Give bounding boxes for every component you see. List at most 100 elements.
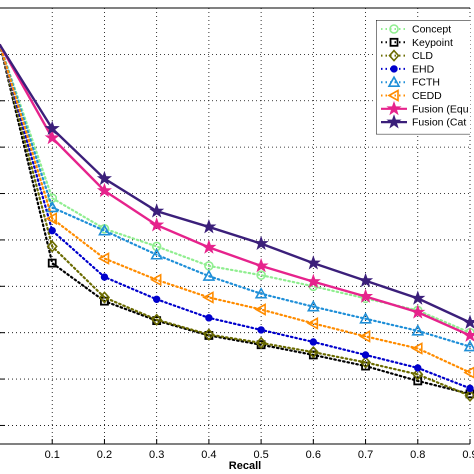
legend-marker (387, 75, 401, 87)
legend-label: Fusion (Equ (412, 103, 469, 115)
series-ehd (0, 44, 474, 393)
data-point (358, 330, 371, 343)
x-tick-label: 0.5 (253, 449, 268, 461)
data-point (463, 366, 474, 379)
data-point (253, 257, 269, 273)
x-axis-label: Recall (229, 460, 261, 472)
series-line (0, 44, 472, 374)
data-point (97, 252, 110, 265)
data-point (47, 258, 57, 268)
data-point (411, 342, 423, 355)
data-point (358, 272, 374, 288)
data-point (48, 226, 56, 235)
legend-marker (388, 49, 400, 62)
data-point (96, 182, 112, 198)
legend-marker (386, 100, 402, 116)
legend-label: Keypoint (412, 37, 453, 49)
data-point (149, 203, 165, 218)
legend-marker (386, 114, 402, 129)
x-tick-label: 0.4 (201, 449, 216, 461)
data-point (45, 212, 58, 225)
data-point (256, 270, 266, 280)
data-point (45, 200, 59, 213)
data-point (306, 300, 320, 312)
x-tick-label: 0.8 (410, 449, 425, 461)
data-point (98, 223, 111, 236)
data-point (44, 120, 60, 135)
data-point (255, 336, 267, 350)
series-fusion-equ (0, 43, 474, 342)
series-fusion-cat (0, 43, 474, 329)
data-point (149, 217, 165, 232)
data-point (254, 287, 268, 299)
data-point (414, 364, 422, 372)
legend-marker (389, 24, 399, 34)
data-point (98, 291, 111, 304)
data-point (150, 273, 162, 287)
data-point (152, 295, 161, 303)
data-point (410, 290, 426, 305)
x-tick-label: 0.6 (306, 449, 321, 461)
x-tick-label: 0.1 (45, 449, 60, 461)
legend-label: FCTH (412, 77, 440, 89)
data-point (308, 350, 318, 360)
data-point (462, 314, 474, 329)
data-point (463, 339, 474, 352)
x-tick-label: 0.2 (97, 449, 112, 461)
data-point (202, 269, 216, 281)
data-point (254, 303, 266, 316)
data-point (253, 235, 269, 251)
data-point (464, 389, 474, 402)
series-line (0, 44, 472, 396)
series-fcth (0, 44, 474, 352)
data-point (203, 328, 215, 341)
data-point (306, 317, 319, 330)
x-tick-labels: 0.1 0.2 0.3 0.4 0.5 0.6 0.7 0.8 0.9 (45, 449, 474, 461)
data-point (412, 368, 424, 381)
data-point (201, 219, 217, 234)
legend-marker (390, 65, 398, 73)
x-tick-label: 0.7 (358, 449, 373, 461)
data-point (359, 356, 372, 369)
legend-marker (389, 37, 399, 47)
series-line (0, 44, 472, 348)
data-point (202, 291, 214, 304)
data-point (359, 312, 372, 324)
data-point (361, 351, 370, 359)
series-layer (0, 43, 474, 402)
data-point (305, 255, 321, 270)
data-point (462, 327, 474, 342)
data-point (413, 376, 423, 386)
data-point (307, 345, 319, 359)
data-point (151, 313, 163, 326)
data-point (96, 170, 112, 186)
legend-marker (387, 89, 399, 102)
series-line (0, 44, 472, 390)
legend-label: Concept (412, 24, 451, 36)
data-point (466, 384, 474, 393)
x-tick-label: 0.3 (149, 449, 164, 461)
legend-label: CLD (412, 50, 433, 62)
data-point (358, 288, 374, 303)
data-point (257, 326, 265, 334)
legend-label: Fusion (Cat (412, 117, 466, 129)
data-point (100, 273, 109, 281)
series-line (0, 43, 472, 324)
series-cld (0, 44, 474, 402)
legend-label: CEDD (412, 90, 442, 102)
data-point (309, 338, 318, 346)
data-point (44, 129, 60, 145)
data-point (201, 239, 217, 254)
data-point (410, 304, 426, 319)
data-point (150, 248, 164, 260)
data-point (305, 273, 321, 289)
data-point (205, 314, 213, 322)
data-point (46, 240, 58, 253)
data-point (411, 324, 425, 336)
series-line (0, 44, 472, 397)
x-tick-label: 0.9 (462, 449, 474, 461)
legend-label: EHD (412, 63, 435, 75)
